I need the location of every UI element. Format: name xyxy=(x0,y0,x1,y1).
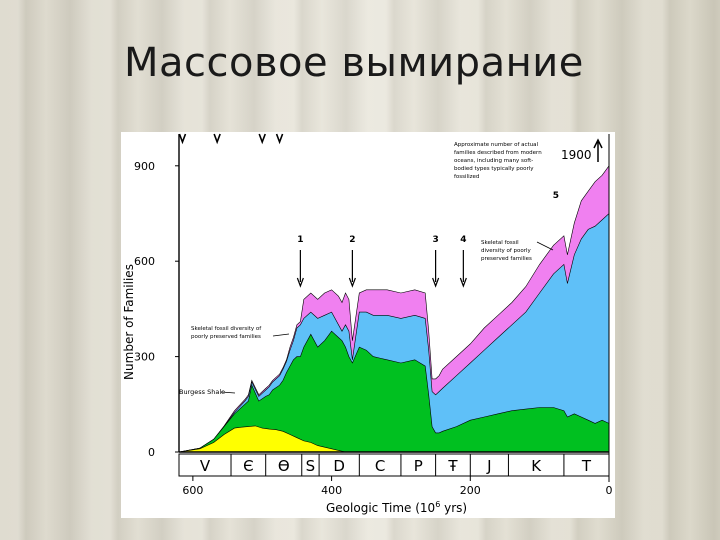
axes: 0 300 600 900 V Є Ө S D C P Ŧ J K T 600 400 200 0 xyxy=(134,134,613,497)
series-area-2 xyxy=(178,330,610,453)
extinction-label: 2 xyxy=(349,235,355,245)
chart-panel: 0 300 600 900 V Є Ө S D C P Ŧ J K T 600 400 200 0 1 2 3 4 5 Nu… xyxy=(121,132,615,518)
extinction-arrowhead-icon xyxy=(348,277,356,288)
poorly-preserved-label-2: poorly preserved families xyxy=(191,334,261,340)
period-label: J xyxy=(486,457,491,475)
period-label: Ŧ xyxy=(447,457,458,475)
x-tick-label: 600 xyxy=(182,484,203,497)
x-tick-label: 200 xyxy=(460,484,481,497)
series-areas xyxy=(178,164,610,453)
x-tick-label: 0 xyxy=(606,484,613,497)
top-note-5: fossilized xyxy=(454,174,479,180)
period-label: P xyxy=(414,457,423,475)
period-label: C xyxy=(375,457,385,475)
y-tick-label: 600 xyxy=(134,255,155,268)
period-label: Ө xyxy=(278,457,290,475)
y-tick-label: 900 xyxy=(134,160,155,173)
burgess-pointer xyxy=(220,391,236,394)
series-area-1 xyxy=(178,425,346,453)
extinction-arrowhead-icon xyxy=(296,277,304,288)
slide-title: Массовое вымирание xyxy=(124,40,584,86)
top-marker-icon xyxy=(258,133,266,145)
period-label: S xyxy=(306,457,316,475)
period-strip xyxy=(178,453,610,477)
poorly-preserved-label-1: Skeletal fossil diversity of xyxy=(191,326,262,332)
x-axis-label-unit: yrs) xyxy=(440,501,467,515)
x-axis-label-text: Geologic Time (10 xyxy=(326,501,435,515)
top-marker-icon xyxy=(213,133,221,145)
chart-marks: 1 2 3 4 5 xyxy=(178,133,559,288)
period-label: T xyxy=(581,457,592,475)
period-label: K xyxy=(531,457,542,475)
extinction-chart: 0 300 600 900 V Є Ө S D C P Ŧ J K T 600 400 200 0 1 2 3 4 5 Nu… xyxy=(122,133,613,515)
extinction-arrowhead-icon xyxy=(432,277,440,288)
right-label-2: diversity of poorly xyxy=(481,248,532,254)
top-marker-icon xyxy=(275,133,284,145)
extinction-label: 3 xyxy=(432,235,438,245)
top-up-arrow-icon xyxy=(593,138,603,162)
right-pointer xyxy=(536,241,554,251)
extinction-label: 1 xyxy=(297,235,303,245)
x-axis-label-exp: 6 xyxy=(435,500,440,509)
top-value-label: 1900 xyxy=(561,148,592,162)
top-note-3: oceans, including many soft- xyxy=(454,158,533,164)
x-tick-label: 400 xyxy=(321,484,342,497)
top-note-2: families described from modern xyxy=(454,150,542,156)
x-axis-label: Geologic Time (106 yrs) xyxy=(326,500,467,515)
extinction-arrowhead-icon xyxy=(459,277,467,288)
period-label: D xyxy=(333,457,345,475)
poorly-preserved-pointer xyxy=(272,333,290,337)
y-tick-label: 0 xyxy=(148,446,155,459)
right-label-1: Skeletal fossil xyxy=(481,240,519,246)
top-note-1: Approximate number of actual xyxy=(454,142,539,148)
extinction-label: 5 xyxy=(553,191,559,201)
y-axis-label: Number of Families xyxy=(122,264,136,380)
period-label: Є xyxy=(243,457,253,475)
right-label-3: preserved families xyxy=(481,256,532,262)
period-label: V xyxy=(200,457,211,475)
extinction-label: 4 xyxy=(460,235,466,245)
burgess-shale-label: Burgess Shale xyxy=(179,388,225,396)
y-tick-label: 300 xyxy=(134,351,155,364)
top-note-4: bodied types typically poorly xyxy=(454,166,534,172)
top-marker-icon xyxy=(178,133,187,145)
